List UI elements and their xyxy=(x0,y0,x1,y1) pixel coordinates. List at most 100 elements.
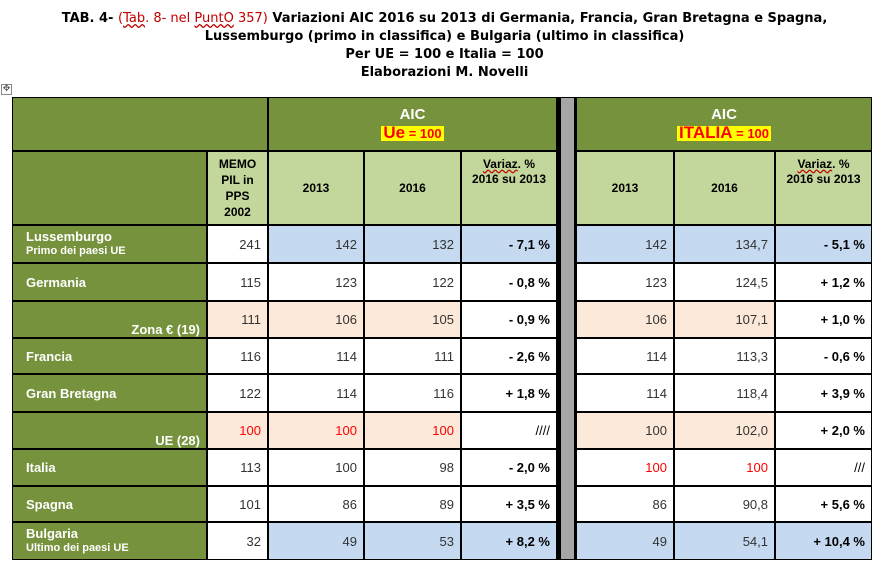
table-row-label: Bulgaria Ultimo dei paesi UE xyxy=(13,523,206,559)
row-italia-2013: 86 xyxy=(577,487,673,521)
row-memo-value: 101 xyxy=(208,487,267,521)
row-country-name: Zona € (19) xyxy=(131,322,200,337)
header-ue-2016: 2016 xyxy=(365,152,460,224)
header-ue-aic: AIC Ue = 100 xyxy=(269,98,556,150)
row-country-name: Germania xyxy=(26,274,86,290)
row-ue-2016: 89 xyxy=(365,487,460,521)
header-memo-line: 2002 xyxy=(224,205,251,219)
row-country-name: Lussemburgo xyxy=(26,229,112,244)
row-ue-2013: 100 xyxy=(269,413,363,448)
row-ue-variation: + 3,5 % xyxy=(462,487,556,521)
row-ue-variation: - 0,8 % xyxy=(462,264,556,300)
row-italia-2016: 124,5 xyxy=(675,264,774,300)
header-blank-country xyxy=(13,152,206,224)
title-prefix: TAB. 4- xyxy=(61,11,114,26)
header-ue-2013: 2013 xyxy=(269,152,363,224)
row-ue-2013: 106 xyxy=(269,302,363,337)
row-italia-2013: 100 xyxy=(577,413,673,448)
header-ue-variation: Variaz. % 2016 su 2013 xyxy=(462,152,556,224)
header-ue-highlight: Ue = 100 xyxy=(381,122,444,142)
row-italia-2013: 49 xyxy=(577,523,673,559)
row-country-note: Primo dei paesi UE xyxy=(26,245,126,257)
title-line-2: Lussemburgo (primo in classifica) e Bulg… xyxy=(204,29,685,44)
header-ue-name: Ue xyxy=(383,122,406,142)
header-italia-highlight: ITALIA = 100 xyxy=(676,122,772,142)
row-ue-2016: 116 xyxy=(365,375,460,411)
row-italia-2016: 118,4 xyxy=(675,375,774,411)
row-country-name: Italia xyxy=(26,460,56,475)
header-italia-base: ITALIA = 100 xyxy=(676,122,772,143)
table-row-label: Germania xyxy=(13,264,206,300)
row-italia-2016: 102,0 xyxy=(675,413,774,448)
row-ue-variation: - 2,6 % xyxy=(462,339,556,373)
row-ue-variation: - 7,1 % xyxy=(462,226,556,262)
row-memo-value: 122 xyxy=(208,375,267,411)
header-italia-2013: 2013 xyxy=(577,152,673,224)
header-italia-variation: Variaz. % 2016 su 2013 xyxy=(776,152,871,224)
row-country-name: Spagna xyxy=(26,496,73,512)
table-move-handle-icon[interactable]: ✥ xyxy=(1,84,12,95)
title-line-1-text: Variazioni AIC 2016 su 2013 di Germania,… xyxy=(272,11,828,26)
row-italia-variation: - 5,1 % xyxy=(776,226,871,262)
row-italia-variation: + 5,6 % xyxy=(776,487,871,521)
row-ue-2016: 98 xyxy=(365,450,460,485)
row-ue-2016: 105 xyxy=(365,302,460,337)
row-italia-2016: 113,3 xyxy=(675,339,774,373)
variation-header-line-2: 2016 su 2013 xyxy=(786,172,861,186)
row-ue-variation: //// xyxy=(462,413,556,448)
title-line-1: TAB. 4- (Tab. 8- nel PuntO 357) Variazio… xyxy=(0,10,889,28)
title-line-4: Elaborazioni M. Novelli xyxy=(360,65,529,80)
table-row-label: Zona € (19) xyxy=(13,302,206,337)
header-italia-name: ITALIA xyxy=(678,122,733,142)
table-row-label: Gran Bretagna xyxy=(13,375,206,411)
row-italia-2013: 100 xyxy=(577,450,673,485)
row-ue-2013: 142 xyxy=(269,226,363,262)
row-italia-2013: 142 xyxy=(577,226,673,262)
table-row-label: Francia xyxy=(13,339,206,373)
row-italia-variation: + 1,0 % xyxy=(776,302,871,337)
row-italia-2013: 114 xyxy=(577,339,673,373)
header-memo-line: PPS xyxy=(225,189,250,203)
row-country-name: Gran Bretagna xyxy=(26,385,117,401)
row-italia-variation: + 10,4 % xyxy=(776,523,871,559)
row-italia-2016: 134,7 xyxy=(675,226,774,262)
row-ue-variation: + 1,8 % xyxy=(462,375,556,411)
row-memo-value: 115 xyxy=(208,264,267,300)
row-italia-2016: 54,1 xyxy=(675,523,774,559)
row-ue-2016: 132 xyxy=(365,226,460,262)
header-ue-aic-label: AIC xyxy=(399,105,426,123)
row-italia-2013: 114 xyxy=(577,375,673,411)
row-ue-variation: - 0,9 % xyxy=(462,302,556,337)
row-country-note: Ultimo dei paesi UE xyxy=(26,542,129,554)
header-italia-aic-label: AIC xyxy=(711,105,737,123)
column-separator xyxy=(561,98,574,559)
table-title: TAB. 4- (Tab. 8- nel PuntO 357) Variazio… xyxy=(0,10,889,82)
row-ue-variation: + 8,2 % xyxy=(462,523,556,559)
header-blank-top xyxy=(13,98,267,150)
row-ue-2013: 114 xyxy=(269,375,363,411)
row-country-name: Bulgaria xyxy=(26,526,79,541)
row-ue-2013: 114 xyxy=(269,339,363,373)
row-italia-variation: + 1,2 % xyxy=(776,264,871,300)
table-row-label: UE (28) xyxy=(13,413,206,448)
row-italia-2016: 100 xyxy=(675,450,774,485)
row-ue-2013: 100 xyxy=(269,450,363,485)
row-memo-value: 111 xyxy=(208,302,267,337)
table-row-label: Spagna xyxy=(13,487,206,521)
row-ue-2016: 122 xyxy=(365,264,460,300)
table-row-label: Lussemburgo Primo dei paesi UE xyxy=(13,226,206,262)
header-ue-base: Ue = 100 xyxy=(381,122,444,143)
header-italia-aic: AIC ITALIA = 100 xyxy=(577,98,871,150)
variation-header-line-1: Variaz. % xyxy=(482,157,536,171)
row-ue-2013: 86 xyxy=(269,487,363,521)
row-italia-variation: + 2,0 % xyxy=(776,413,871,448)
row-memo-value: 32 xyxy=(208,523,267,559)
row-ue-2013: 49 xyxy=(269,523,363,559)
row-ue-variation: - 2,0 % xyxy=(462,450,556,485)
row-italia-2013: 123 xyxy=(577,264,673,300)
row-italia-2013: 106 xyxy=(577,302,673,337)
header-italia-2016: 2016 xyxy=(675,152,774,224)
row-country-name: UE (28) xyxy=(155,433,200,448)
title-line-3: Per UE = 100 e Italia = 100 xyxy=(345,47,544,62)
variation-header-line-1: Variaz. % xyxy=(797,157,850,171)
